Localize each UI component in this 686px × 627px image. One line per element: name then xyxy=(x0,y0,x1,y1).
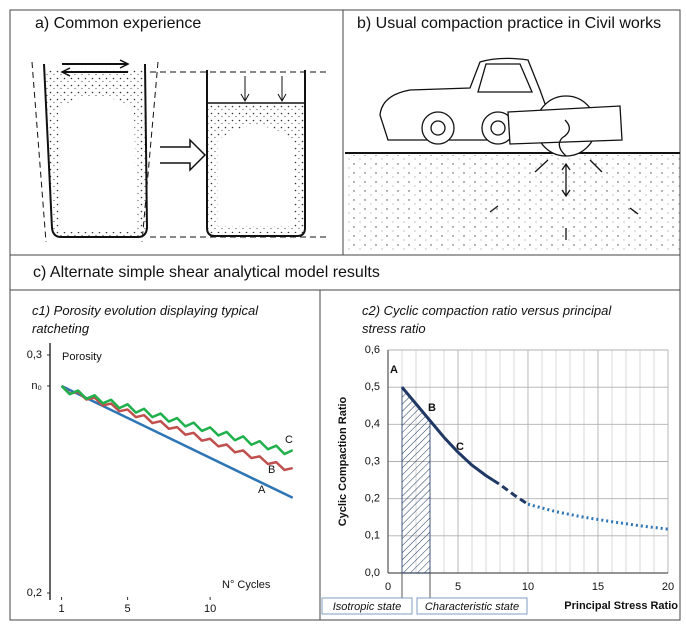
y-tick-label: 0,1 xyxy=(365,530,380,542)
series-line xyxy=(60,385,293,472)
series-label: A xyxy=(258,484,266,496)
state-label: Characteristic state xyxy=(425,601,519,613)
chart: 1 5 10 0,3 n₀ 0,2 Porosity N° Cycles AB C xyxy=(27,343,294,615)
series-line xyxy=(527,502,669,531)
panel-title: b) Usual compaction practice in Civil wo… xyxy=(357,15,662,32)
container-illustration xyxy=(31,59,330,243)
series-line xyxy=(492,478,529,506)
x-axis-label: N° Cycles xyxy=(222,579,271,591)
state-label: Isotropic state xyxy=(333,601,401,613)
series-line xyxy=(60,385,294,456)
y-tick-label: 0,2 xyxy=(27,587,42,599)
y-axis-label: Cyclic Compaction Ratio xyxy=(337,396,349,526)
chart-title: c1) Porosity evolution displaying typica… xyxy=(32,303,259,336)
panel-title: a) Common experience xyxy=(35,15,202,32)
annotation: A xyxy=(390,364,398,376)
x-tick-label: 0 xyxy=(385,581,391,593)
y-tick-label: 0,3 xyxy=(27,349,42,361)
roller-illustration xyxy=(345,57,680,250)
y-tick-label: 0,3 xyxy=(365,455,380,467)
state-box xyxy=(321,597,413,615)
y-tick-label: 0,2 xyxy=(365,493,380,505)
panel-title: c) Alternate simple shear analytical mod… xyxy=(33,264,380,281)
series-line xyxy=(61,384,294,499)
y-tick-label: n₀ xyxy=(31,380,42,392)
x-tick-label: 1 xyxy=(58,603,64,615)
series-label: B xyxy=(268,464,275,476)
panel-frame xyxy=(9,9,681,621)
annotation: B xyxy=(428,402,436,414)
x-tick-label: 15 xyxy=(592,581,604,593)
x-tick-label: 10 xyxy=(204,603,216,615)
chart-title: c2) Cyclic compaction ratio versus princ… xyxy=(362,303,612,336)
y-tick-label: 0,0 xyxy=(365,567,380,579)
chart: 0 5 10 15 20 0,0 0,1 0,2 0,3 0,4 0,5 0,6 Cyclic Comp… xyxy=(321,344,678,615)
series-label: C xyxy=(285,434,293,446)
y-tick-label: 0,6 xyxy=(365,344,380,356)
y-axis-label: Porosity xyxy=(62,351,102,363)
x-tick-label: 5 xyxy=(125,603,131,615)
y-tick-label: 0,5 xyxy=(365,381,380,393)
annotation: C xyxy=(456,441,464,453)
x-tick-label: 10 xyxy=(522,581,534,593)
series-line xyxy=(400,386,494,482)
x-tick-label: 20 xyxy=(662,581,674,593)
x-axis-label: Principal Stress Ratio xyxy=(564,600,678,612)
y-tick-label: 0,4 xyxy=(365,418,380,430)
state-box xyxy=(416,597,528,615)
x-tick-label: 5 xyxy=(455,581,461,593)
